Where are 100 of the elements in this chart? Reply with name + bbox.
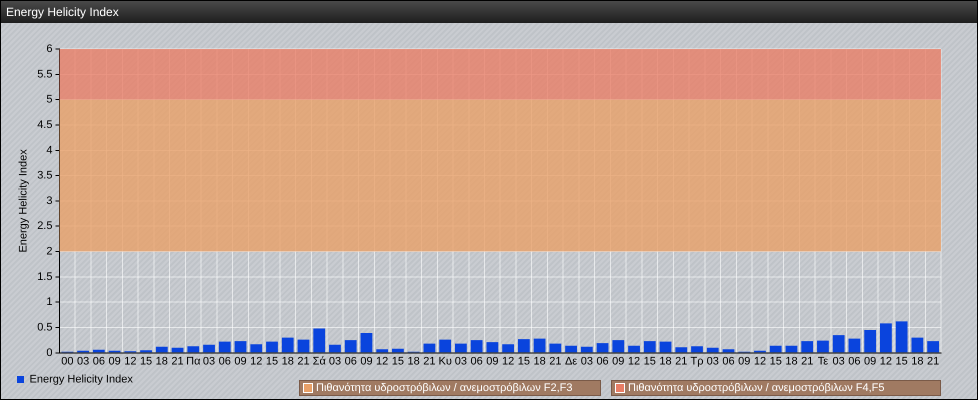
x-tick-label: 09: [486, 355, 498, 368]
x-tick-label: Σά: [312, 355, 326, 368]
x-tick-label: 06: [848, 355, 861, 368]
bar: [329, 344, 341, 352]
y-tick-label: 1.5: [37, 270, 52, 283]
x-tick-label: 09: [864, 355, 876, 368]
legend-label: Πιθανότητα υδροστρόβιλων / ανεμοστρόβιλων F2,F3: [316, 381, 572, 395]
x-tick-label: 18: [785, 355, 798, 368]
x-tick-label: 12: [880, 355, 892, 368]
x-tick-label: 06: [596, 355, 609, 368]
bar: [470, 340, 483, 352]
y-axis-title: Energy Helicity Index: [18, 148, 30, 253]
bar: [172, 348, 184, 352]
y-tick-label: 2: [46, 246, 52, 258]
x-tick-label: 15: [392, 355, 404, 368]
x-tick-label: 21: [675, 355, 688, 368]
x-tick-label: Κυ: [438, 355, 452, 368]
x-tick-label: 00: [61, 355, 74, 368]
y-tick-label: 5.5: [37, 68, 52, 80]
bar: [864, 330, 876, 352]
bar: [360, 333, 372, 352]
x-tick-label: 03: [706, 355, 719, 368]
bar: [911, 338, 924, 352]
y-tick-label: 6: [46, 43, 52, 56]
x-tick-label: 12: [250, 355, 262, 368]
x-tick-label: 03: [580, 355, 593, 368]
bar: [722, 349, 734, 352]
x-tick-label: 03: [832, 355, 845, 368]
y-tick-label: 4.5: [37, 118, 52, 131]
bar: [675, 347, 688, 352]
x-tick-label: 15: [896, 355, 908, 368]
x-tick-label: Πα: [186, 355, 202, 368]
y-tick-label: 3.5: [37, 170, 52, 182]
x-tick-label: 15: [770, 355, 782, 368]
bar: [549, 344, 562, 352]
bar: [282, 338, 294, 352]
x-tick-label: 03: [76, 355, 90, 368]
y-tick-label: 5: [46, 94, 52, 106]
y-tick-label: 0: [46, 346, 52, 359]
bar: [770, 346, 782, 352]
x-tick-label: 21: [171, 355, 184, 368]
bar: [313, 328, 326, 352]
x-tick-label: Δε: [564, 355, 578, 368]
x-tick-label: 18: [408, 355, 420, 368]
bar: [156, 346, 168, 352]
bar: [896, 321, 908, 352]
bar: [801, 341, 814, 352]
x-tick-label: 21: [549, 355, 562, 368]
bar: [596, 343, 608, 352]
x-tick-label: 09: [738, 355, 750, 368]
y-tick-label: 4: [46, 144, 52, 156]
x-tick-label: 15: [644, 355, 656, 368]
x-tick-label: 06: [470, 355, 483, 368]
y-tick-label: 2.5: [37, 220, 52, 232]
x-tick-label: 12: [754, 355, 766, 368]
bar: [424, 344, 436, 352]
bar: [392, 348, 404, 352]
x-tick-label: 21: [297, 355, 310, 368]
bar: [187, 346, 200, 352]
y-tick-label: 0.5: [37, 322, 52, 334]
bar: [250, 344, 262, 352]
bar: [644, 341, 656, 352]
x-tick-label: 03: [202, 355, 216, 368]
x-tick-label: 06: [722, 355, 735, 368]
bar: [486, 342, 498, 352]
bar: [266, 342, 278, 352]
x-tick-label: 15: [140, 355, 152, 368]
x-tick-label: 21: [927, 355, 940, 368]
bar: [927, 341, 940, 352]
x-tick-label: 03: [454, 355, 468, 368]
x-tick-label: 09: [108, 355, 121, 368]
bar: [880, 323, 892, 352]
x-tick-label: 18: [533, 355, 546, 368]
bar: [376, 349, 388, 352]
bar: [502, 344, 514, 352]
x-tick-label: 06: [92, 355, 105, 368]
bar: [706, 348, 719, 352]
x-tick-label: 15: [266, 355, 278, 368]
bar: [832, 335, 845, 352]
bar: [848, 338, 860, 352]
legend-label: Energy Helicity Index: [30, 374, 134, 386]
x-tick-label: 12: [628, 355, 640, 368]
bar: [203, 344, 215, 352]
bar: [660, 342, 672, 352]
bar: [817, 340, 829, 352]
x-tick-label: 12: [376, 355, 388, 368]
bar: [298, 340, 310, 352]
x-tick-label: Τε: [818, 355, 828, 368]
x-tick-label: 09: [234, 355, 247, 368]
bar: [580, 346, 593, 352]
bar: [612, 340, 624, 352]
x-tick-label: 06: [344, 355, 357, 368]
bar: [454, 344, 467, 352]
x-tick-label: Τρ: [690, 355, 704, 368]
bar: [92, 350, 105, 352]
bar: [628, 346, 640, 352]
legend-label: Πιθανότητα υδροστρόβιλων / ανεμοστρόβιλων F4,F5: [628, 381, 884, 395]
bar: [565, 346, 577, 352]
bar: [439, 340, 452, 352]
x-tick-label: 09: [360, 355, 373, 368]
